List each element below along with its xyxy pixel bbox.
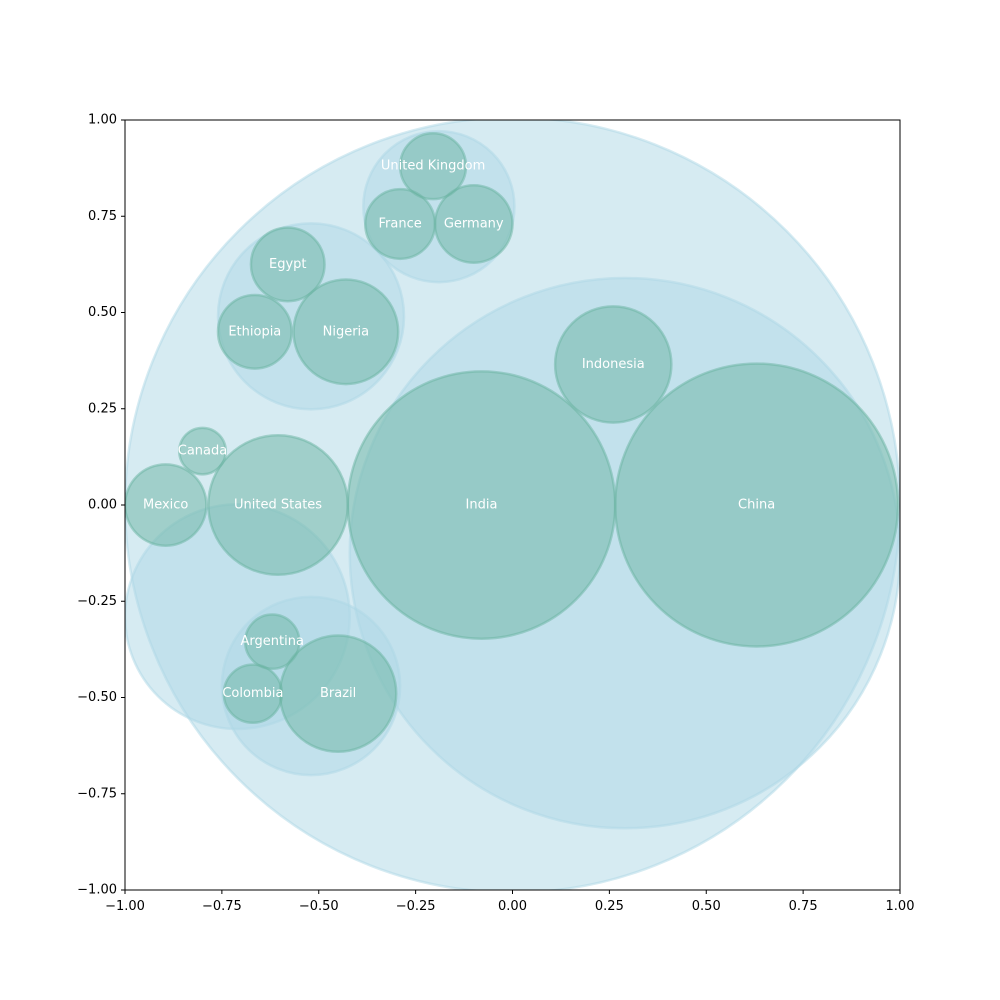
y-tick-label: 0.75 [88,209,117,224]
bubble-label-brazil: Brazil [320,686,356,701]
bubble-united-kingdom [398,132,468,201]
bubble-layer [125,120,900,890]
bubble-label-egypt: Egypt [269,257,307,272]
y-tick-label: −1.00 [77,883,117,898]
x-tick-label: −1.00 [105,899,145,914]
bubble-argentina [243,613,301,671]
x-tick-label: −0.25 [396,899,436,914]
bubble-label-ethiopia: Ethiopia [228,324,281,339]
x-tick-label: 0.50 [692,899,721,914]
y-tick-label: 0.50 [88,305,117,320]
bubble-label-china: China [738,498,775,513]
bubble-label-nigeria: Nigeria [323,324,370,339]
bubble-label-germany: Germany [444,216,504,231]
bubble-canada [178,426,227,476]
bubble-label-united-states: United States [234,498,322,513]
bubble-label-layer: China India Indonesia United States Mexico Ca… [143,159,775,701]
y-tick-label: −0.50 [77,690,117,705]
bubble-mexico [125,463,208,547]
bubble-label-united-kingdom: United Kingdom [381,159,485,174]
bubble-germany [433,183,514,264]
bubble-label-argentina: Argentina [241,634,304,649]
y-tick-label: −0.25 [77,594,117,609]
y-tick-label: 0.25 [88,401,117,416]
y-tick-label: 1.00 [88,113,117,128]
bubble-label-indonesia: Indonesia [582,357,645,372]
bubble-ethiopia [216,293,293,370]
x-tick-label: 0.00 [498,899,527,914]
bubble-label-india: India [466,498,498,513]
x-tick-label: 0.25 [595,899,624,914]
x-tick-label: 0.75 [789,899,818,914]
bubble-united-states [207,434,350,576]
x-tick-label: −0.50 [299,899,339,914]
bubble-label-mexico: Mexico [143,498,188,513]
bubble-egypt [249,226,326,303]
bubble-label-canada: Canada [178,444,227,459]
y-tick-label: 0.00 [88,498,117,513]
y-tick-label: −0.75 [77,786,117,801]
bubble-indonesia [553,305,673,424]
axes-layer: −1.00 −0.75 −0.50 −0.25 0.00 0.25 0.50 0.75 1.00… [77,113,914,915]
x-tick-label: −0.75 [202,899,242,914]
bubble-nigeria [292,278,400,386]
bubble-label-france: France [379,216,422,231]
bubble-colombia [222,663,284,724]
x-tick-label: 1.00 [886,899,915,914]
bubble-label-colombia: Colombia [222,686,283,701]
